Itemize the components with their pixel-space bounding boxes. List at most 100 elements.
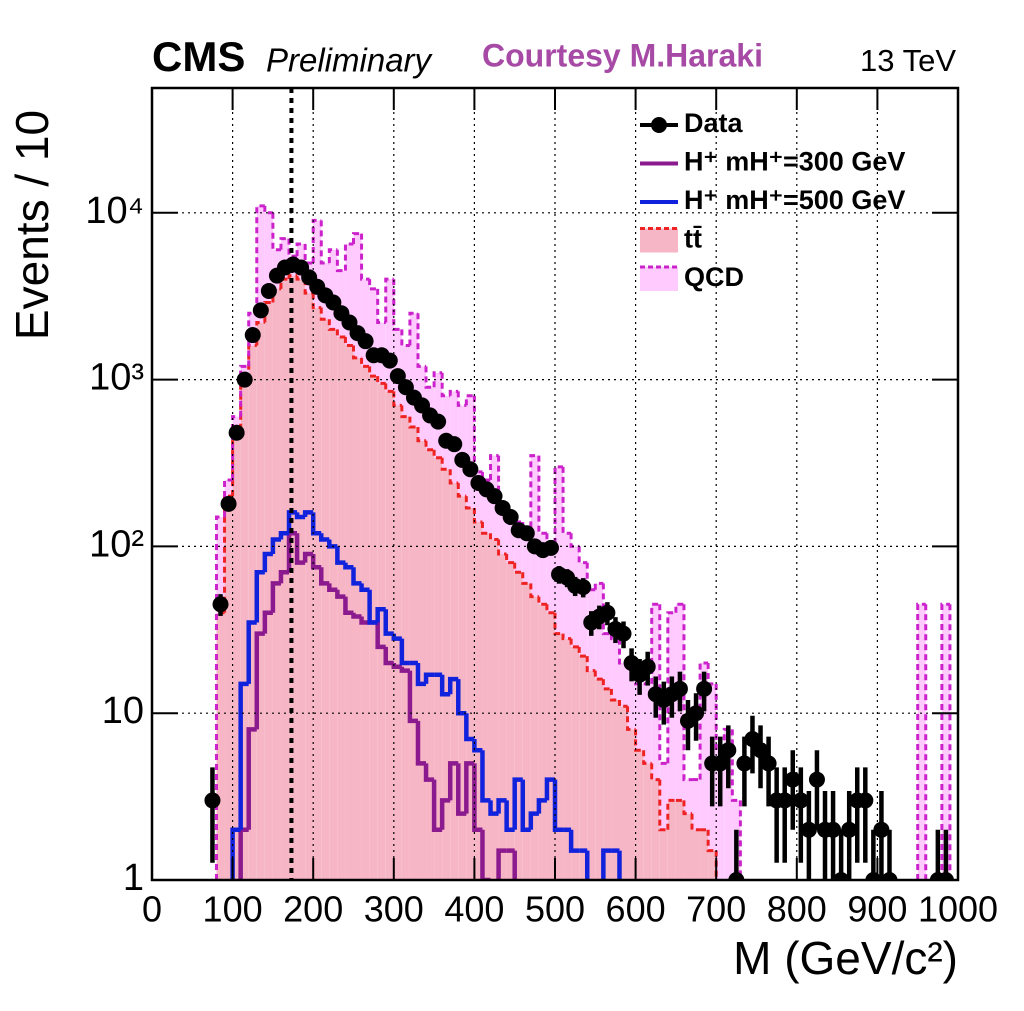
- stack-edge: [529, 583, 539, 599]
- stack-edge: [376, 288, 386, 324]
- hist-line: [447, 676, 459, 695]
- hist-line: [480, 750, 491, 803]
- legend-swatch: [651, 117, 667, 133]
- stack-edge: [319, 307, 330, 321]
- stack-bin: [708, 850, 717, 880]
- stack-edge: [472, 395, 483, 474]
- stack-bin: [280, 238, 290, 280]
- stack-edge: [537, 455, 547, 535]
- hist-line: [504, 800, 515, 833]
- stack-edge: [247, 311, 257, 367]
- legend-label: H⁺ mH⁺=300 GeV: [684, 147, 905, 177]
- stack-edge: [424, 440, 435, 452]
- stack-bin: [240, 379, 249, 880]
- stack-edge: [231, 415, 241, 481]
- stack-edge: [553, 465, 564, 555]
- data-point: [784, 771, 801, 788]
- stack-edge: [343, 337, 354, 348]
- stack-edge: [239, 364, 249, 417]
- stack-bin: [506, 562, 515, 880]
- stack-bin: [289, 275, 298, 880]
- stack-bin: [700, 829, 709, 880]
- stack-edge: [585, 562, 596, 592]
- stack-edge: [335, 329, 346, 339]
- stack-bin: [651, 779, 660, 880]
- stack-edge: [617, 699, 628, 708]
- stack-edge: [384, 277, 394, 323]
- x-tick-label: 1000: [918, 889, 998, 930]
- stack-edge: [489, 454, 499, 481]
- stack-edge: [456, 391, 467, 407]
- stack-edge: [327, 319, 338, 331]
- data-point: [381, 352, 398, 369]
- hist-line: [327, 539, 338, 549]
- stack-bin: [571, 646, 580, 880]
- data-point: [518, 525, 535, 542]
- data-point: [873, 821, 890, 838]
- stack-bin: [377, 383, 386, 880]
- hist-line: [302, 510, 314, 518]
- stack-bin: [522, 583, 531, 880]
- stack-bin: [313, 307, 322, 880]
- x-tick-label: 300: [364, 889, 424, 930]
- stack-bin: [345, 244, 354, 346]
- stack-edge: [408, 311, 418, 346]
- x-axis-label: M (GeV/c²): [733, 932, 958, 984]
- stack-bin: [297, 279, 306, 880]
- hist-line: [351, 612, 362, 619]
- stack-edge: [722, 727, 733, 751]
- stack-bin: [563, 638, 572, 880]
- stack-edge: [255, 204, 265, 314]
- stack-edge: [650, 763, 660, 782]
- stack-bin: [409, 426, 418, 880]
- data-point: [220, 495, 237, 512]
- stack-bin: [232, 429, 241, 880]
- stack-edge: [279, 277, 290, 289]
- hist-line: [464, 761, 475, 814]
- hist-line: [254, 631, 265, 730]
- legend-label: tt̄: [684, 224, 702, 254]
- stack-bin: [393, 329, 402, 406]
- stack-edge: [287, 274, 298, 280]
- stack-edge: [287, 238, 298, 258]
- stack-bin: [659, 763, 668, 830]
- stack-edge: [464, 496, 475, 510]
- stack-edge: [400, 329, 410, 348]
- data-point: [446, 436, 463, 453]
- stack-bin: [546, 554, 555, 613]
- stack-bin: [659, 829, 668, 880]
- x-tick-label: 600: [606, 889, 666, 930]
- stack-bin: [248, 345, 257, 880]
- hist-line: [496, 848, 507, 880]
- stack-bin: [683, 813, 693, 880]
- stack-bin: [611, 699, 620, 880]
- stack-edge: [360, 357, 370, 368]
- legend-label: QCD: [684, 262, 744, 292]
- stack-edge: [593, 670, 604, 681]
- stack-bin: [466, 395, 475, 508]
- legend-label: H⁺ mH⁺=500 GeV: [684, 185, 905, 215]
- stack-edge: [634, 729, 644, 752]
- hist-line: [464, 713, 475, 742]
- stack-edge: [497, 539, 507, 556]
- stack-bin: [538, 604, 547, 880]
- hist-line: [415, 662, 427, 687]
- stack-bin: [264, 302, 273, 880]
- stack-bin: [530, 596, 539, 880]
- data-point: [825, 821, 842, 838]
- hist-line: [319, 533, 330, 542]
- hist-line: [601, 848, 612, 880]
- data-point: [615, 625, 632, 642]
- stack-bin: [353, 357, 362, 880]
- data-point: [486, 488, 503, 505]
- data-point: [671, 680, 688, 697]
- data-point: [696, 680, 713, 697]
- hist-line: [447, 761, 459, 801]
- stack-bin: [635, 683, 644, 751]
- stack-bin: [603, 688, 612, 880]
- stack-edge: [553, 612, 564, 636]
- hist-line: [310, 554, 322, 570]
- stack-bin: [329, 329, 338, 880]
- stack-bin: [256, 205, 265, 323]
- stack-edge: [690, 813, 701, 832]
